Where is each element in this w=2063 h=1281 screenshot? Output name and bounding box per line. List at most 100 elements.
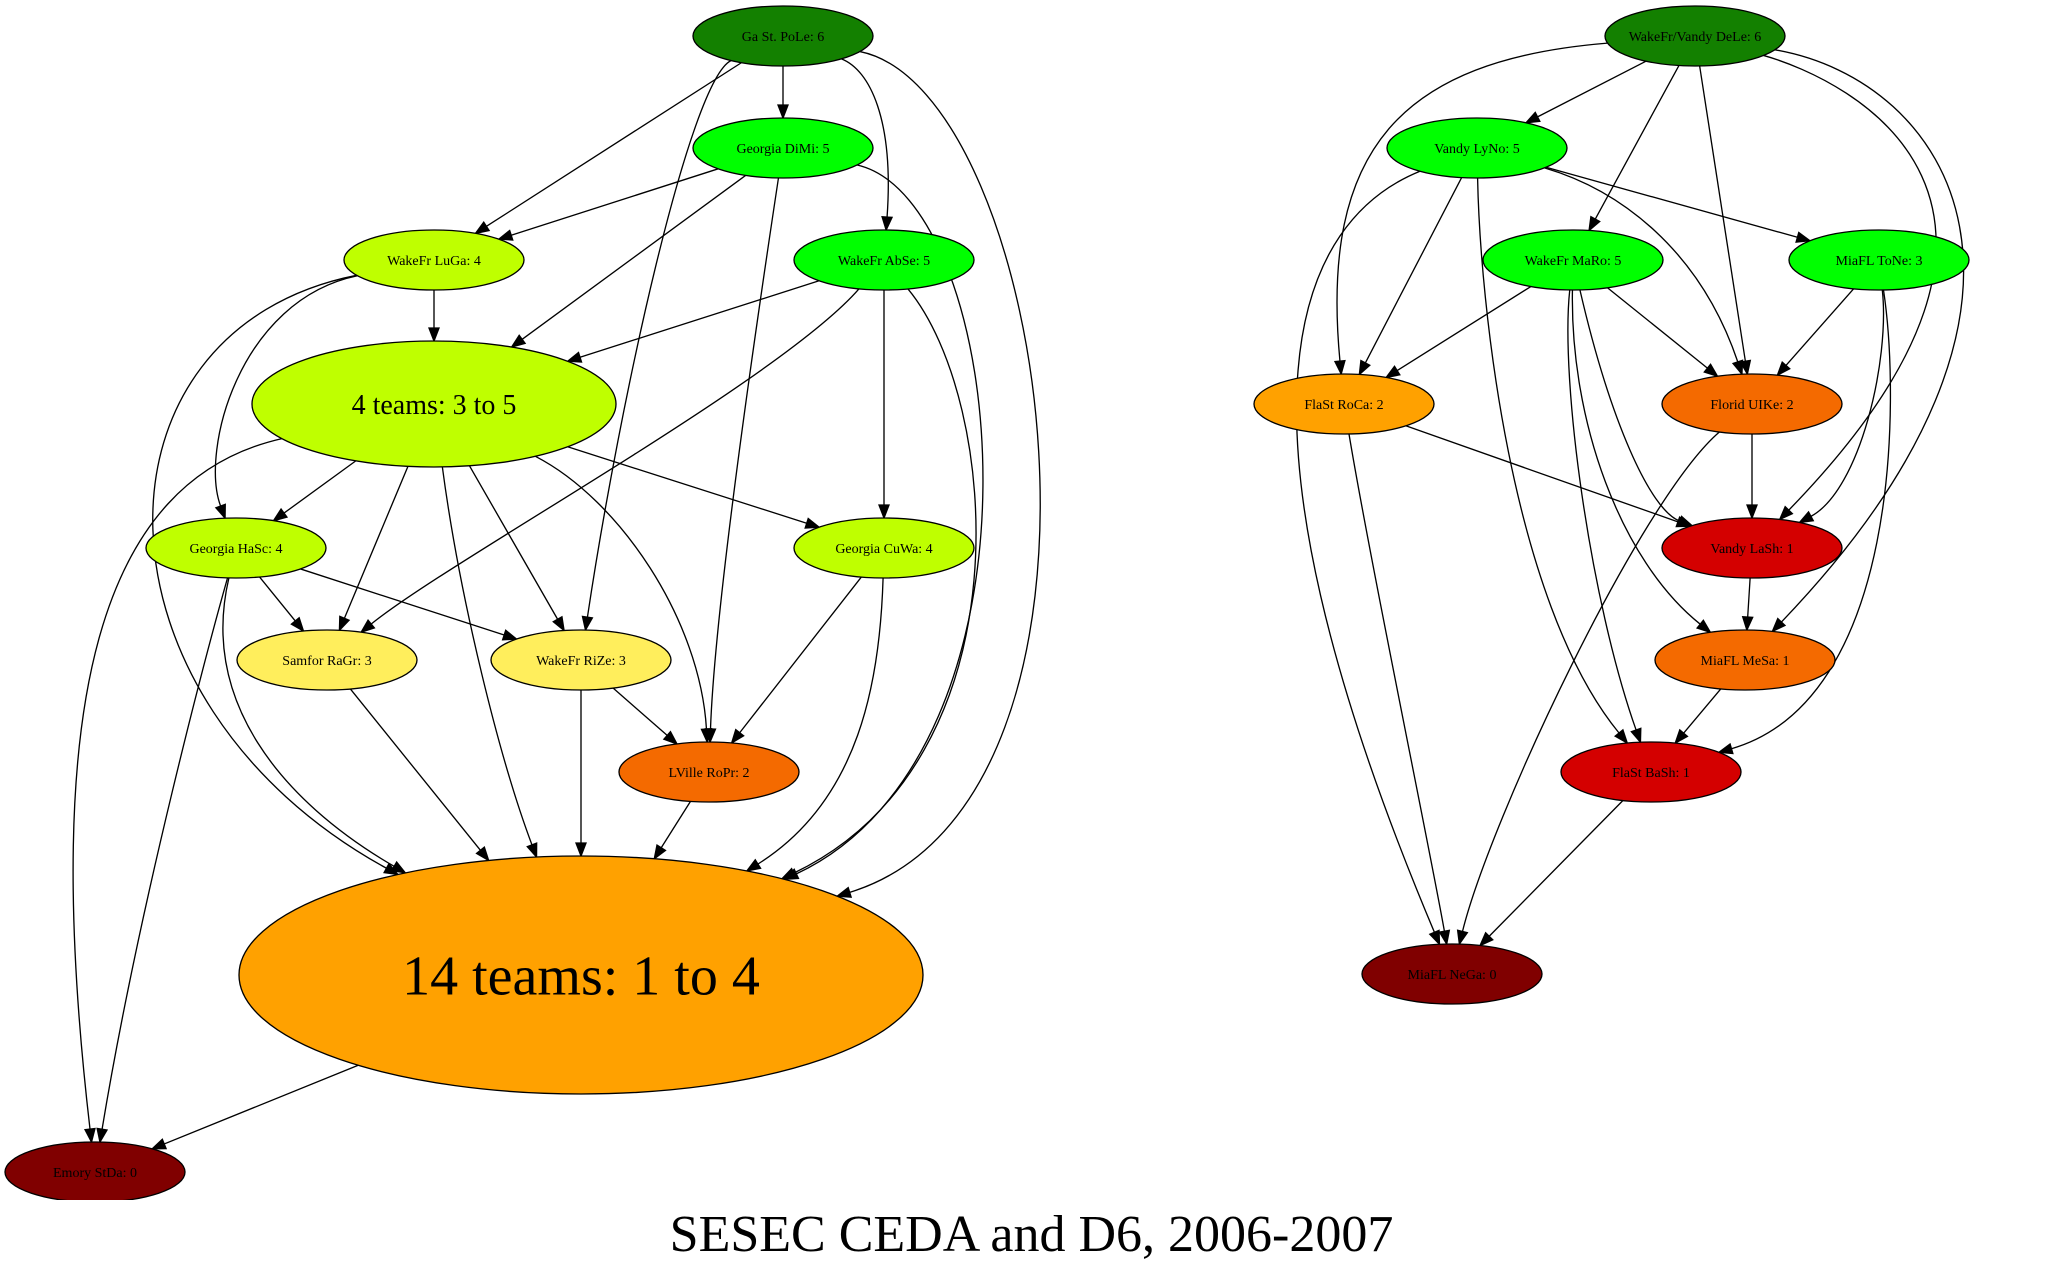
node-label: FlaSt BaSh: 1: [1612, 766, 1690, 781]
edge-arrowhead: [1333, 359, 1346, 376]
edge-line: [1545, 166, 1798, 238]
edge-line: [441, 466, 533, 846]
node-wakefrluga: WakeFr LuGa: 4: [343, 229, 525, 291]
edge-georgiadimi-to-wakefrluga: [497, 168, 719, 241]
edge-vandylyno-to-floriduike: [1544, 167, 1744, 376]
node-floriduike: Florid UIKe: 2: [1661, 373, 1843, 435]
node-label: Samfor RaGr: 3: [282, 654, 371, 669]
edge-line: [1488, 800, 1624, 937]
edge-arrowhead: [662, 730, 679, 746]
edge-arrowhead: [1613, 728, 1629, 745]
edge-arrowhead: [501, 629, 519, 641]
edge-line: [579, 280, 820, 358]
node-ellipse: [1661, 517, 1843, 579]
edge-four_teams-to-wakefrrize: [468, 465, 566, 633]
edge-line: [521, 174, 747, 340]
edge-line: [152, 274, 387, 869]
edge-arrowhead: [1746, 504, 1758, 520]
edge-line: [849, 50, 1041, 894]
edge-arrowhead: [1795, 231, 1812, 243]
node-ellipse: [251, 340, 617, 468]
node-ellipse: [1604, 5, 1786, 67]
edge-arrowhead: [510, 334, 527, 349]
edge-arrowhead: [653, 844, 667, 861]
edge-arrowhead: [83, 1127, 96, 1144]
edge-line: [1683, 688, 1722, 734]
edge-line: [72, 437, 283, 1130]
edge-line: [1774, 49, 1965, 623]
edge-line: [1295, 170, 1436, 933]
edge-four_teams-to-samforragr: [338, 466, 409, 632]
edge-line: [1810, 289, 1885, 517]
node-gastpole: Ga St. PoLe: 6: [692, 5, 874, 67]
edge-line: [300, 568, 505, 636]
edge-arrowhead: [150, 1138, 168, 1150]
node-label: 14 teams: 1 to 4: [402, 946, 760, 1008]
edge-arrowhead: [881, 215, 894, 232]
edge-floriduike-to-miaflnega: [1456, 431, 1720, 946]
node-wakefrabse: WakeFr AbSe: 5: [793, 229, 975, 291]
node-wakefrmaro: WakeFr MaRo: 5: [1482, 229, 1664, 291]
edge-arrowhead: [552, 615, 566, 633]
node-ellipse: [692, 117, 874, 179]
edge-line: [567, 446, 807, 524]
edge-line: [1731, 289, 1892, 750]
node-label: 4 teams: 3 to 5: [352, 390, 517, 421]
edge-wakefrabse-to-samforragr: [359, 288, 860, 634]
node-label: WakeFr LuGa: 4: [387, 254, 481, 269]
edge-line: [1476, 177, 1620, 734]
node-miaflnega: MiaFL NeGa: 0: [1361, 943, 1543, 1005]
edge-arrowhead: [1675, 516, 1692, 528]
edge-arrowhead: [745, 858, 762, 872]
edge-georgiadimi-to-lvilleropr: [704, 177, 780, 744]
edge-flastroca-to-vandylash: [1405, 425, 1692, 528]
node-label: WakeFr RiZe: 3: [536, 654, 626, 669]
edge-line: [841, 58, 889, 218]
edge-arrowhead: [359, 618, 376, 634]
node-ellipse: [1482, 229, 1664, 291]
edge-arrowhead: [338, 615, 351, 632]
edge-wakefrvandydele-to-vandylash: [1763, 54, 1937, 521]
edge-wakefrmaro-to-miaflmesa: [1571, 289, 1712, 634]
node-ellipse: [1386, 117, 1568, 179]
edge-line: [535, 455, 708, 730]
edge-arrowhead: [1438, 929, 1451, 946]
edge-vandylyno-to-flastroca: [1358, 177, 1463, 377]
edge-wakefrrize-to-lvilleropr: [612, 687, 679, 746]
edge-wakefrmaro-to-flastbash: [1567, 289, 1642, 744]
edge-arrowhead: [290, 616, 305, 633]
node-label: Ga St. PoLe: 6: [742, 30, 824, 45]
edge-line: [1571, 289, 1701, 625]
edge-vandylyno-to-flastbash: [1476, 177, 1629, 745]
edge-arrowhead: [497, 229, 514, 241]
edge-floriduike-to-vandylash: [1746, 434, 1758, 520]
edge-four_teams-to-georgiacuwa: [567, 446, 821, 529]
ranking-graph: Ga St. PoLe: 6 Georgia DiMi: 5 WakeFr LuGa…: [4, 5, 1970, 1200]
edge-arrowhead: [1456, 929, 1469, 946]
edge-line: [757, 577, 884, 865]
edge-lvilleropr-to-fourteen_teams: [653, 801, 692, 861]
node-flastroca: FlaSt RoCa: 2: [1253, 373, 1435, 435]
diagram-title: SESEC CEDA and D6, 2006-2007: [669, 1206, 1394, 1263]
edge-vandylash-to-miaflmesa: [1741, 577, 1754, 632]
edge-fourteen_teams-to-emorystda: [150, 1064, 359, 1150]
node-ellipse: [793, 229, 975, 291]
edge-arrowhead: [475, 846, 490, 862]
edge-arrowhead: [1797, 510, 1815, 524]
edge-arrowhead: [1524, 111, 1541, 124]
edge-line: [283, 460, 357, 514]
edge-arrowhead: [428, 327, 440, 343]
node-ellipse: [692, 5, 874, 67]
edge-gastpole-to-fourteen_teams: [835, 50, 1041, 898]
node-label: WakeFr MaRo: 5: [1525, 254, 1622, 269]
edge-line: [1364, 177, 1463, 364]
edge-line: [486, 62, 742, 227]
node-ellipse: [236, 629, 418, 691]
edge-four_teams-to-emorystda: [72, 437, 283, 1144]
edge-arrowhead: [1778, 505, 1794, 521]
node-miafltone: MiaFL ToNe: 3: [1788, 229, 1970, 291]
node-vandylyno: Vandy LyNo: 5: [1386, 117, 1568, 179]
node-lvilleropr: LVille RoPr: 2: [618, 741, 800, 803]
edge-arrowhead: [1674, 728, 1689, 745]
node-label: Georgia DiMi: 5: [736, 142, 829, 157]
